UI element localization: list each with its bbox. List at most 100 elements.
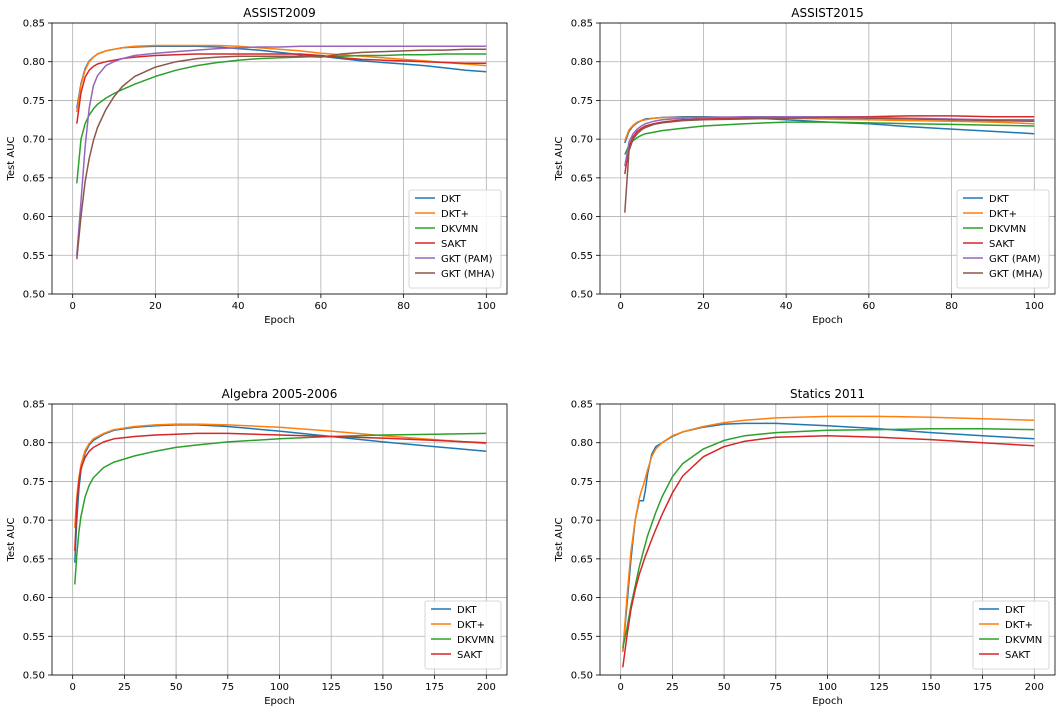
chart-title: ASSIST2009	[243, 6, 315, 20]
x-tick-label: 60	[862, 301, 875, 312]
y-tick-label: 0.85	[571, 400, 593, 411]
legend-box	[972, 600, 1050, 670]
y-axis-label: Test AUC	[554, 136, 565, 181]
y-tick-label: 0.85	[23, 400, 45, 411]
y-axis-label: Test AUC	[6, 136, 17, 181]
x-tick-label: 0	[617, 682, 623, 693]
y-tick-label: 0.75	[571, 96, 593, 107]
series-line	[624, 116, 1035, 213]
x-tick-label: 200	[477, 682, 496, 693]
y-tick-label: 0.60	[571, 593, 593, 604]
y-tick-label: 0.65	[571, 554, 593, 565]
chart-panel-1: 0 20 40 60 80 100 0.50 0.55 0.60 0.65 0.70 0.75 0.80…	[6, 6, 508, 326]
x-tick-label: 175	[425, 682, 444, 693]
legend-label: SAKT	[1005, 650, 1031, 661]
chart-panel-2: 0 20 40 60 80 100 0.50 0.55 0.60 0.65 0.70 0.75 0.80…	[554, 6, 1056, 326]
legend-label: DKT	[989, 194, 1009, 205]
legend-box	[956, 189, 1050, 289]
x-tick-label: 80	[945, 301, 958, 312]
y-tick-label: 0.50	[571, 671, 593, 682]
series-line	[76, 53, 487, 124]
series-line	[76, 53, 487, 184]
series-line	[74, 432, 487, 585]
y-tick-label: 0.80	[571, 438, 593, 449]
x-tick-label: 40	[780, 301, 793, 312]
y-tick-label: 0.75	[23, 477, 45, 488]
y-tick-label: 0.70	[571, 516, 593, 527]
y-tick-label: 0.80	[571, 57, 593, 68]
x-tick-label: 125	[322, 682, 341, 693]
x-axis-label: Epoch	[264, 696, 295, 707]
x-tick-label: 100	[477, 301, 496, 312]
legend-label: DKT+	[441, 209, 469, 220]
x-tick-label: 100	[270, 682, 289, 693]
series-line	[622, 422, 1035, 652]
x-tick-label: 100	[818, 682, 837, 693]
y-tick-label: 0.50	[23, 290, 45, 301]
series-line	[76, 48, 487, 260]
legend-box	[408, 189, 502, 289]
x-tick-label: 75	[221, 682, 234, 693]
y-tick-label: 0.75	[571, 477, 593, 488]
x-tick-label: 60	[314, 301, 327, 312]
chart-title: Statics 2011	[790, 387, 865, 401]
legend-label: SAKT	[441, 239, 467, 250]
legend-label: SAKT	[457, 650, 483, 661]
y-tick-label: 0.55	[571, 251, 593, 262]
x-tick-label: 175	[973, 682, 992, 693]
plot-frame	[51, 22, 508, 295]
x-tick-label: 40	[232, 301, 245, 312]
x-tick-label: 150	[373, 682, 392, 693]
x-tick-label: 20	[697, 301, 710, 312]
y-tick-label: 0.55	[23, 251, 45, 262]
y-tick-label: 0.60	[571, 212, 593, 223]
legend-label: GKT (MHA)	[989, 269, 1043, 280]
y-tick-label: 0.85	[571, 19, 593, 30]
x-tick-label: 0	[69, 682, 75, 693]
x-tick-label: 80	[397, 301, 410, 312]
y-tick-label: 0.55	[23, 632, 45, 643]
y-tick-label: 0.70	[23, 516, 45, 527]
series-line	[622, 428, 1035, 649]
y-tick-label: 0.85	[23, 19, 45, 30]
plot-frame	[599, 403, 1056, 676]
plot-frame	[51, 403, 508, 676]
legend-label: DKT	[441, 194, 461, 205]
legend-label: DKVMN	[457, 635, 494, 646]
x-tick-label: 0	[617, 301, 623, 312]
y-tick-label: 0.55	[571, 632, 593, 643]
series-line	[74, 423, 487, 528]
legend-label: GKT (PAM)	[989, 254, 1041, 265]
legend-label: DKVMN	[441, 224, 478, 235]
chart-title: Algebra 2005-2006	[222, 387, 338, 401]
series-line	[622, 434, 1035, 668]
y-tick-label: 0.60	[23, 212, 45, 223]
y-axis-label: Test AUC	[6, 517, 17, 562]
legend-label: DKVMN	[989, 224, 1026, 235]
y-tick-label: 0.70	[23, 135, 45, 146]
legend-label: DKT	[457, 605, 477, 616]
x-axis-label: Epoch	[812, 315, 843, 326]
y-tick-label: 0.80	[23, 438, 45, 449]
x-tick-label: 200	[1025, 682, 1044, 693]
y-tick-label: 0.65	[571, 173, 593, 184]
series-line	[624, 115, 1035, 175]
x-tick-label: 50	[170, 682, 183, 693]
x-tick-label: 25	[666, 682, 679, 693]
legend: DKT DKT+ DKVMN SAKT GKT (PAM) GKT (MHA)	[408, 189, 502, 289]
series-line	[76, 44, 487, 113]
x-tick-label: 150	[921, 682, 940, 693]
legend-label: SAKT	[989, 239, 1015, 250]
x-tick-label: 0	[69, 301, 75, 312]
y-axis-label: Test AUC	[554, 517, 565, 562]
plot-frame	[599, 22, 1056, 295]
x-axis-label: Epoch	[812, 696, 843, 707]
series-line	[622, 415, 1035, 652]
legend: DKT DKT+ DKVMN SAKT GKT (PAM) GKT (MHA)	[956, 189, 1050, 289]
y-tick-label: 0.60	[23, 593, 45, 604]
legend: DKT DKT+ DKVMN SAKT	[972, 600, 1050, 670]
series-line	[624, 115, 1035, 167]
y-tick-label: 0.50	[23, 671, 45, 682]
legend-label: GKT (PAM)	[441, 254, 493, 265]
